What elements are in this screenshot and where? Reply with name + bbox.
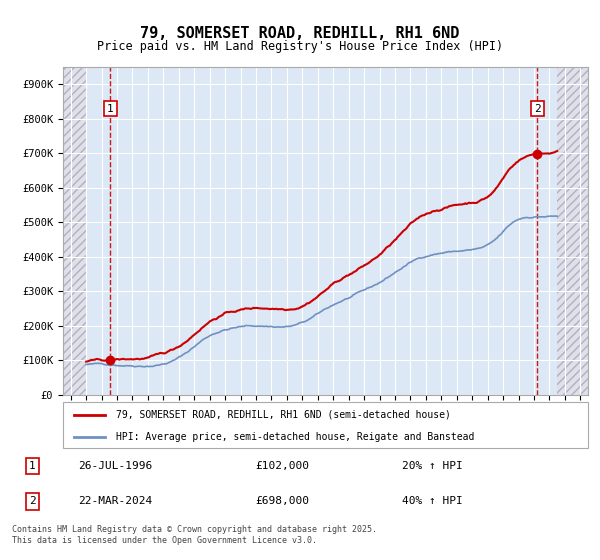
Text: £102,000: £102,000 bbox=[256, 461, 310, 472]
Text: Price paid vs. HM Land Registry's House Price Index (HPI): Price paid vs. HM Land Registry's House … bbox=[97, 40, 503, 53]
Text: £698,000: £698,000 bbox=[256, 496, 310, 506]
Text: 2: 2 bbox=[29, 496, 35, 506]
Text: 22-MAR-2024: 22-MAR-2024 bbox=[79, 496, 153, 506]
Text: 40% ↑ HPI: 40% ↑ HPI bbox=[402, 496, 463, 506]
Text: Contains HM Land Registry data © Crown copyright and database right 2025.
This d: Contains HM Land Registry data © Crown c… bbox=[12, 525, 377, 545]
Text: 79, SOMERSET ROAD, REDHILL, RH1 6ND: 79, SOMERSET ROAD, REDHILL, RH1 6ND bbox=[140, 26, 460, 41]
Text: 1: 1 bbox=[29, 461, 35, 472]
Text: 1: 1 bbox=[107, 104, 114, 114]
FancyBboxPatch shape bbox=[63, 402, 588, 448]
Text: 26-JUL-1996: 26-JUL-1996 bbox=[79, 461, 153, 472]
Text: 20% ↑ HPI: 20% ↑ HPI bbox=[402, 461, 463, 472]
Text: 79, SOMERSET ROAD, REDHILL, RH1 6ND (semi-detached house): 79, SOMERSET ROAD, REDHILL, RH1 6ND (sem… bbox=[115, 410, 451, 420]
Text: HPI: Average price, semi-detached house, Reigate and Banstead: HPI: Average price, semi-detached house,… bbox=[115, 432, 474, 441]
Text: 2: 2 bbox=[534, 104, 541, 114]
